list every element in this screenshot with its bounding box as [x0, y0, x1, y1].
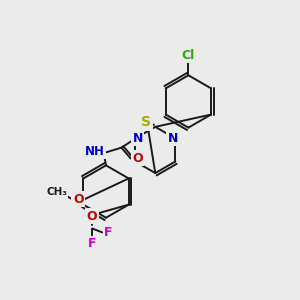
Text: N: N — [168, 132, 178, 145]
Text: NH: NH — [85, 145, 104, 158]
Text: O: O — [132, 152, 143, 165]
Text: Cl: Cl — [182, 49, 195, 62]
Text: F: F — [104, 226, 112, 239]
Text: F: F — [88, 237, 96, 250]
Text: N: N — [132, 132, 143, 145]
Text: CH₃: CH₃ — [46, 187, 67, 196]
Text: S: S — [141, 115, 151, 129]
Text: O: O — [73, 193, 84, 206]
Text: O: O — [87, 210, 98, 223]
